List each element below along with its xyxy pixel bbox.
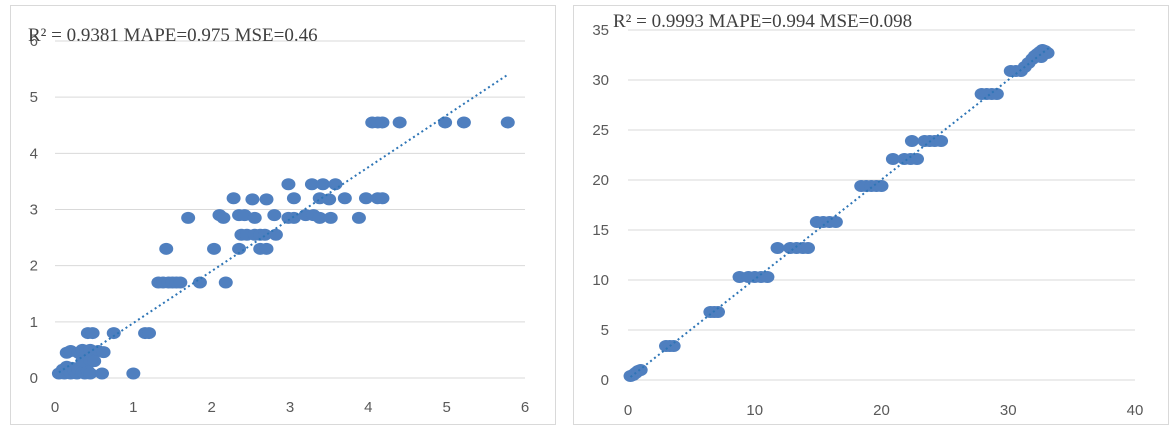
x-tick-label: 1 [129, 399, 137, 416]
data-point [828, 216, 843, 228]
trendline [629, 47, 1050, 378]
data-point [142, 327, 156, 340]
data-point [232, 242, 247, 255]
y-tick-label: 15 [592, 222, 609, 239]
y-tick-label: 10 [592, 272, 609, 289]
data-point [192, 276, 207, 289]
data-point [770, 242, 785, 254]
x-tick-label: 10 [746, 402, 763, 419]
left-chart-panel: 0 1 2 3 4 5 6 0 1 2 3 4 5 6 R² = 0.9381 MAPE=0.975 MSE… [0, 0, 566, 430]
data-point [286, 211, 301, 224]
data-point [337, 192, 352, 205]
data-point [633, 364, 648, 376]
y-tick-label: 2 [30, 258, 38, 275]
data-point [207, 242, 222, 255]
data-point [312, 211, 327, 224]
data-point [257, 228, 272, 241]
right-chart-panel: 0 5 10 15 20 25 30 35 0 10 20 30 40 R² = 0.9993 MAPE=… [569, 0, 1173, 430]
data-point [85, 327, 100, 340]
data-point [1034, 51, 1049, 63]
right-chart: 0 5 10 15 20 25 30 35 0 10 20 30 40 R² = 0.9993 MAPE=… [592, 11, 1144, 419]
data-point [83, 367, 98, 380]
data-point [106, 327, 121, 340]
data-point [885, 153, 900, 165]
data-point [286, 192, 301, 205]
y-tick-label: 5 [30, 89, 38, 106]
data-point [259, 193, 274, 206]
data-point [375, 116, 390, 129]
data-point [245, 193, 260, 206]
data-point [87, 355, 102, 368]
data-point [247, 211, 262, 224]
data-point [173, 276, 188, 289]
y-tick-label: 25 [592, 122, 609, 139]
data-point [800, 242, 815, 254]
data-point [438, 116, 453, 129]
data-point [934, 135, 949, 147]
data-point [96, 346, 111, 359]
x-tick-label: 3 [286, 399, 294, 416]
x-tick-label: 2 [207, 399, 215, 416]
x-tick-label: 6 [521, 399, 529, 416]
data-point [95, 367, 109, 380]
data-point [315, 178, 330, 191]
data-point [392, 116, 407, 129]
data-point [216, 211, 231, 224]
chart-title: R² = 0.9381 MAPE=0.975 MSE=0.46 [28, 25, 318, 46]
data-point [874, 180, 889, 192]
y-tick-label: 3 [30, 202, 38, 219]
data-point [323, 211, 338, 224]
data-point [909, 153, 924, 165]
data-point [328, 178, 343, 191]
x-tick-label: 40 [1127, 402, 1144, 419]
x-tick-label: 4 [364, 399, 372, 416]
data-point [351, 211, 366, 224]
data-point [375, 192, 390, 205]
y-tick-label: 5 [601, 322, 609, 339]
x-tick-label: 20 [873, 402, 890, 419]
data-point [710, 306, 725, 318]
data-point [304, 178, 319, 191]
y-tick-label: 1 [30, 314, 38, 331]
data-point [456, 116, 471, 129]
data-point [281, 178, 296, 191]
data-point [267, 209, 282, 222]
data-point [226, 192, 241, 205]
data-point [259, 242, 274, 255]
x-tick-label: 5 [442, 399, 450, 416]
data-point [159, 242, 174, 255]
data-point [218, 276, 233, 289]
right-chart-frame [573, 5, 1169, 425]
data-point [358, 192, 373, 205]
data-point [500, 116, 515, 129]
y-tick-label: 30 [592, 72, 609, 89]
y-tick-label: 35 [592, 22, 609, 39]
data-point [904, 135, 919, 147]
chart-title: R² = 0.9993 MAPE=0.994 MSE=0.098 [613, 11, 912, 32]
x-tick-label: 30 [1000, 402, 1017, 419]
y-tick-label: 6 [30, 33, 38, 50]
data-point [126, 367, 141, 380]
data-point [181, 211, 196, 224]
data-point [322, 193, 337, 206]
data-point [666, 340, 681, 352]
y-tick-label: 20 [592, 172, 609, 189]
data-point [760, 271, 775, 283]
y-tick-label: 4 [30, 145, 38, 162]
x-tick-label: 0 [624, 402, 632, 419]
x-tick-label: 0 [51, 399, 59, 416]
left-chart-frame [10, 5, 556, 425]
y-tick-label: 0 [601, 372, 609, 389]
y-tick-label: 0 [30, 370, 38, 387]
